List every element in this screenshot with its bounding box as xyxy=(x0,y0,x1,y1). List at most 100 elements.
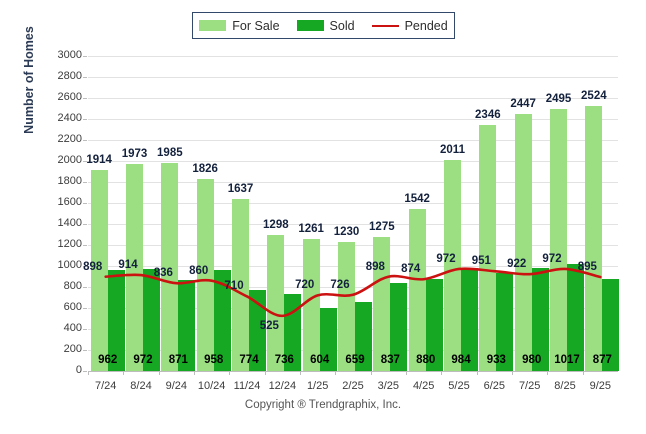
y-axis-tick-label: 3000 xyxy=(57,49,82,61)
bar-for-sale[interactable] xyxy=(302,238,320,371)
bar-for-sale[interactable] xyxy=(550,109,567,371)
gridline xyxy=(88,371,618,372)
bar-sold[interactable] xyxy=(143,268,160,371)
bar-for-sale[interactable] xyxy=(126,163,143,371)
legend-sold[interactable]: Sold xyxy=(296,18,355,33)
gridline xyxy=(88,161,618,162)
x-axis-tick-label: 8/25 xyxy=(554,380,576,392)
gridline xyxy=(88,224,618,225)
bar-for-sale[interactable] xyxy=(585,105,603,371)
bar-sold[interactable] xyxy=(178,279,196,371)
line-label-pended: 951 xyxy=(471,255,491,268)
x-axis-tick-label: 5/25 xyxy=(448,380,470,392)
line-label-pended: 895 xyxy=(577,261,597,274)
x-axis-tick-label: 9/24 xyxy=(165,380,188,392)
bar-label-for-sale: 1985 xyxy=(157,146,183,159)
bar-sold[interactable] xyxy=(319,307,337,371)
bar-sold[interactable] xyxy=(602,278,620,371)
y-axis-tickmark xyxy=(83,308,87,309)
y-axis-tick-label: 400 xyxy=(63,322,82,334)
gridline xyxy=(88,182,618,183)
bar-for-sale[interactable] xyxy=(90,170,108,371)
bar-label-sold: 736 xyxy=(274,354,294,366)
legend-pended[interactable]: Pended xyxy=(371,18,448,33)
x-axis-tick-label: 7/24 xyxy=(94,380,117,392)
bar-label-sold: 837 xyxy=(380,354,400,366)
bar-for-sale[interactable] xyxy=(196,179,214,371)
bar-for-sale[interactable] xyxy=(444,159,461,371)
bar-label-for-sale: 1230 xyxy=(333,225,360,238)
x-axis-tick-label: 6/25 xyxy=(483,380,506,392)
bar-label-for-sale: 1914 xyxy=(86,154,112,167)
line-label-pended: 898 xyxy=(365,260,385,273)
line-label-pended: 710 xyxy=(224,280,244,293)
bar-sold[interactable] xyxy=(461,267,478,371)
x-axis-tickmark xyxy=(123,371,125,375)
x-axis-tickmark xyxy=(406,371,407,375)
x-axis-tickmark xyxy=(194,371,195,375)
legend-swatch-icon xyxy=(199,20,227,31)
legend-for-sale[interactable]: For Sale xyxy=(199,18,280,33)
pended-line-series xyxy=(104,267,602,318)
line-label-pended: 922 xyxy=(507,258,527,271)
x-axis-tickmark xyxy=(476,371,478,375)
bar-label-sold: 958 xyxy=(204,354,224,366)
bar-for-sale[interactable] xyxy=(338,241,355,371)
bar-label-sold: 962 xyxy=(98,354,118,366)
x-axis-tick-label: 1/25 xyxy=(306,380,329,392)
x-axis-tickmark xyxy=(370,371,372,375)
bar-label-for-sale: 2495 xyxy=(545,93,572,106)
gridline xyxy=(88,77,618,78)
x-axis-tick-label: 3/25 xyxy=(377,380,400,392)
bar-sold[interactable] xyxy=(496,273,514,371)
bar-for-sale[interactable] xyxy=(408,209,426,371)
legend-label: Pended xyxy=(404,18,448,33)
legend-label: For Sale xyxy=(232,18,280,33)
bar-label-sold: 1017 xyxy=(554,354,580,366)
line-label-pended: 525 xyxy=(259,319,279,332)
y-axis-tick-label: 1200 xyxy=(57,238,82,250)
x-axis-tickmark xyxy=(300,371,301,375)
bar-for-sale[interactable] xyxy=(479,124,497,371)
bar-for-sale[interactable] xyxy=(267,234,285,371)
y-axis-tickmark xyxy=(83,140,87,141)
y-axis-tickmark xyxy=(83,224,87,225)
bar-label-for-sale: 1826 xyxy=(192,163,218,176)
x-axis-tickmark xyxy=(158,371,160,375)
y-axis-tick-label: 1800 xyxy=(57,175,82,187)
x-axis-tickmark xyxy=(512,371,513,375)
y-axis-tick-label: 2800 xyxy=(57,70,82,82)
bar-label-sold: 933 xyxy=(486,354,506,366)
plot-area: 0 200 400 600 800 1000 1200 1400 1600 1800 2000 220… xyxy=(58,50,620,392)
bar-sold[interactable] xyxy=(213,270,231,371)
gridline xyxy=(88,56,618,57)
line-label-pended: 898 xyxy=(83,260,103,273)
legend-swatch-icon xyxy=(296,20,324,31)
legend-label: Sold xyxy=(329,18,355,33)
y-axis-tickmark xyxy=(83,203,87,204)
bar-for-sale[interactable] xyxy=(161,162,179,371)
pended-line-path xyxy=(104,267,602,318)
y-axis-tick-label: 2400 xyxy=(57,112,82,124)
bar-sold[interactable] xyxy=(425,278,443,371)
y-axis-tickmark xyxy=(83,56,87,57)
x-axis-tick-label: 12/24 xyxy=(268,380,297,392)
line-label-pended: 836 xyxy=(153,267,173,280)
bar-sold[interactable] xyxy=(107,270,125,371)
bar-sold[interactable] xyxy=(567,264,584,371)
bar-for-sale[interactable] xyxy=(514,114,532,371)
bar-for-sale[interactable] xyxy=(232,199,249,371)
y-axis-tick-label: 0 xyxy=(75,364,82,376)
y-axis-tick-label: 2000 xyxy=(57,154,82,166)
x-axis-tickmark xyxy=(335,371,337,375)
bar-sold[interactable] xyxy=(249,289,266,371)
x-axis-tick-label: 8/24 xyxy=(130,380,152,392)
bar-sold[interactable] xyxy=(390,283,408,371)
y-axis-tickmark xyxy=(83,266,87,267)
bar-label-for-sale: 1275 xyxy=(369,221,395,234)
x-axis-tickmark xyxy=(88,371,89,375)
bar-sold[interactable] xyxy=(355,301,372,371)
x-axis-tickmark xyxy=(229,371,231,375)
bar-for-sale[interactable] xyxy=(373,237,391,371)
bar-sold[interactable] xyxy=(531,268,549,371)
